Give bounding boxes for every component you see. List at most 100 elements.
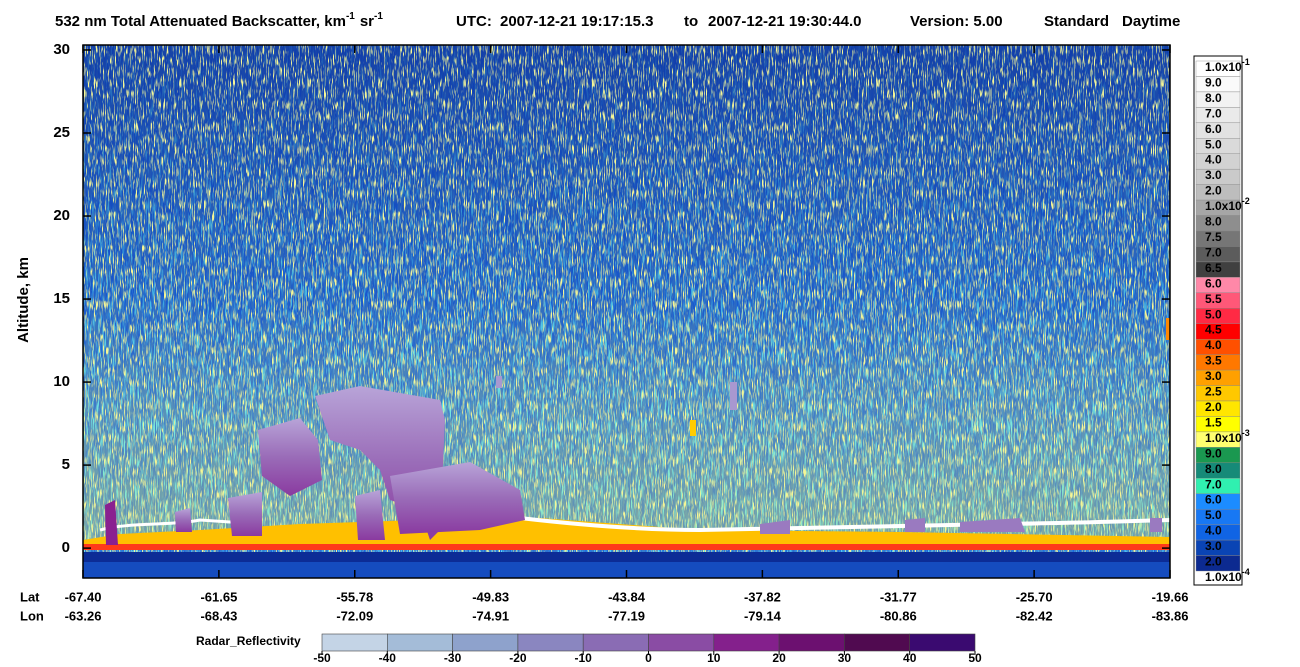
colorbar-label: 3.0 [1205, 369, 1222, 383]
y-tick-label: 20 [53, 207, 70, 224]
utc-label: UTC: [456, 13, 492, 30]
version: Version: 5.00 [910, 13, 1003, 30]
colorbar-label: 2.5 [1205, 385, 1222, 399]
x-row-label: Lat [20, 589, 40, 604]
colorbar-label: 2.0 [1205, 555, 1222, 569]
radar-swatch [321, 633, 388, 652]
colorbar-label: 3.0 [1205, 168, 1222, 182]
colorbar-label: 1.0x10-1 [1205, 57, 1250, 74]
colorbar-label: 9.0 [1205, 76, 1222, 90]
colorbar-label: 3.5 [1205, 354, 1222, 368]
start-time: 2007-12-21 19:17:15.3 [500, 13, 653, 30]
colorbar-label-text: 6.5 [1205, 261, 1222, 275]
lon-tick-label: -72.09 [336, 608, 373, 623]
colorbar-label: 8.0 [1205, 91, 1222, 105]
colorbar-label-text: 9.0 [1205, 76, 1222, 90]
radar-tick-label: -40 [379, 651, 397, 665]
cloud [730, 382, 737, 410]
colorbar-label-text: 5.0 [1205, 137, 1222, 151]
radar-swatch [648, 633, 715, 652]
y-tick-label: 5 [62, 456, 70, 473]
colorbar-label: 4.0 [1205, 524, 1222, 538]
colorbar-label-text: 7.0 [1205, 246, 1222, 260]
chart-title: 532 nm Total Attenuated Backscatter, km-… [55, 11, 383, 30]
radar-swatch [909, 633, 976, 652]
y-tick-label: 15 [53, 290, 70, 307]
cloud [496, 376, 502, 388]
colorbar-label: 8.0 [1205, 462, 1222, 476]
to-label: to [684, 13, 698, 30]
colorbar-label: 6.0 [1205, 122, 1222, 136]
colorbar-label: 2.0 [1205, 400, 1222, 414]
colorbar-label-text: 7.0 [1205, 477, 1222, 491]
colorbar-label-text: 4.0 [1205, 338, 1222, 352]
cloud [355, 490, 385, 540]
lon-tick-label: -82.42 [1016, 608, 1053, 623]
curtain-image [83, 45, 1171, 578]
cloud-top [519, 516, 1171, 533]
product: Standard [1044, 13, 1109, 30]
radar-swatch [517, 633, 584, 652]
radar-tick-label: -30 [444, 651, 462, 665]
radar-swatch [386, 633, 453, 652]
title-text: sr [360, 13, 374, 30]
colorbar-label-text: 1.0x10 [1205, 570, 1242, 584]
colorbar-label-text: 5.5 [1205, 292, 1222, 306]
colorbar-label: 6.0 [1205, 493, 1222, 507]
colorbar-label: 7.0 [1205, 107, 1222, 121]
lon-tick-label: -68.43 [200, 608, 237, 623]
colorbar-label-text: 8.0 [1205, 91, 1222, 105]
colorbar-label: 4.5 [1205, 323, 1222, 337]
colorbar-label-text: 1.0x10 [1205, 431, 1242, 445]
y-axis-label: Altitude, km [15, 257, 32, 343]
colorbar-label-text: 5.0 [1205, 508, 1222, 522]
colorbar-label-text: 4.5 [1205, 323, 1222, 337]
colorbar-label-text: 3.0 [1205, 168, 1222, 182]
colorbar-label: 4.0 [1205, 153, 1222, 167]
title-superscript: -1 [374, 11, 383, 22]
lon-tick-label: -80.86 [880, 608, 917, 623]
colorbar-label-exp: -4 [1242, 567, 1250, 577]
radar-swatch [844, 633, 911, 652]
surface-return [83, 544, 1170, 550]
lat-tick-label: -25.70 [1016, 589, 1053, 604]
radar-tick-label: 50 [968, 651, 982, 665]
cloud [760, 518, 1162, 534]
colorbar-label-exp: -3 [1242, 428, 1250, 438]
colorbar-label-text: 4.0 [1205, 524, 1222, 538]
cloud [690, 420, 696, 436]
colorbar-label-text: 6.0 [1205, 493, 1222, 507]
colorbar-label: 1.0x10-4 [1205, 567, 1250, 584]
colorbar-label: 2.0 [1205, 184, 1222, 198]
colorbar-label-text: 3.5 [1205, 354, 1222, 368]
colorbar-label: 8.0 [1205, 215, 1222, 229]
colorbar-label: 4.0 [1205, 338, 1222, 352]
radar-label: Radar_Reflectivity [196, 634, 301, 648]
radar-tick-label: 10 [707, 651, 721, 665]
colorbar-label-text: 2.5 [1205, 385, 1222, 399]
radar-tick-label: 30 [838, 651, 852, 665]
cloud [228, 492, 262, 536]
radar-tick-label: 0 [645, 651, 652, 665]
colorbar-label: 6.5 [1205, 261, 1222, 275]
x-row-label: Lon [20, 608, 44, 623]
colorbar-label: 1.5 [1205, 416, 1222, 430]
colorbar-label: 1.0x10-3 [1205, 428, 1250, 445]
colorbar-label-text: 9.0 [1205, 447, 1222, 461]
colorbar-label-text: 2.0 [1205, 555, 1222, 569]
colorbar-label: 5.0 [1205, 137, 1222, 151]
radar-swatch [713, 633, 780, 652]
colorbar-label-text: 8.0 [1205, 215, 1222, 229]
colorbar-label: 6.0 [1205, 277, 1222, 291]
curtain-noise [83, 45, 1170, 578]
colorbar-label-text: 3.0 [1205, 369, 1222, 383]
y-tick-label: 10 [53, 373, 70, 390]
radar-swatch [582, 633, 649, 652]
colorbar-label: 7.0 [1205, 246, 1222, 260]
cloud [105, 500, 118, 545]
y-tick-label: 0 [62, 539, 70, 556]
radar-tick-label: -10 [575, 651, 593, 665]
lon-tick-label: -63.26 [65, 608, 102, 623]
lat-tick-label: -19.66 [1152, 589, 1189, 604]
